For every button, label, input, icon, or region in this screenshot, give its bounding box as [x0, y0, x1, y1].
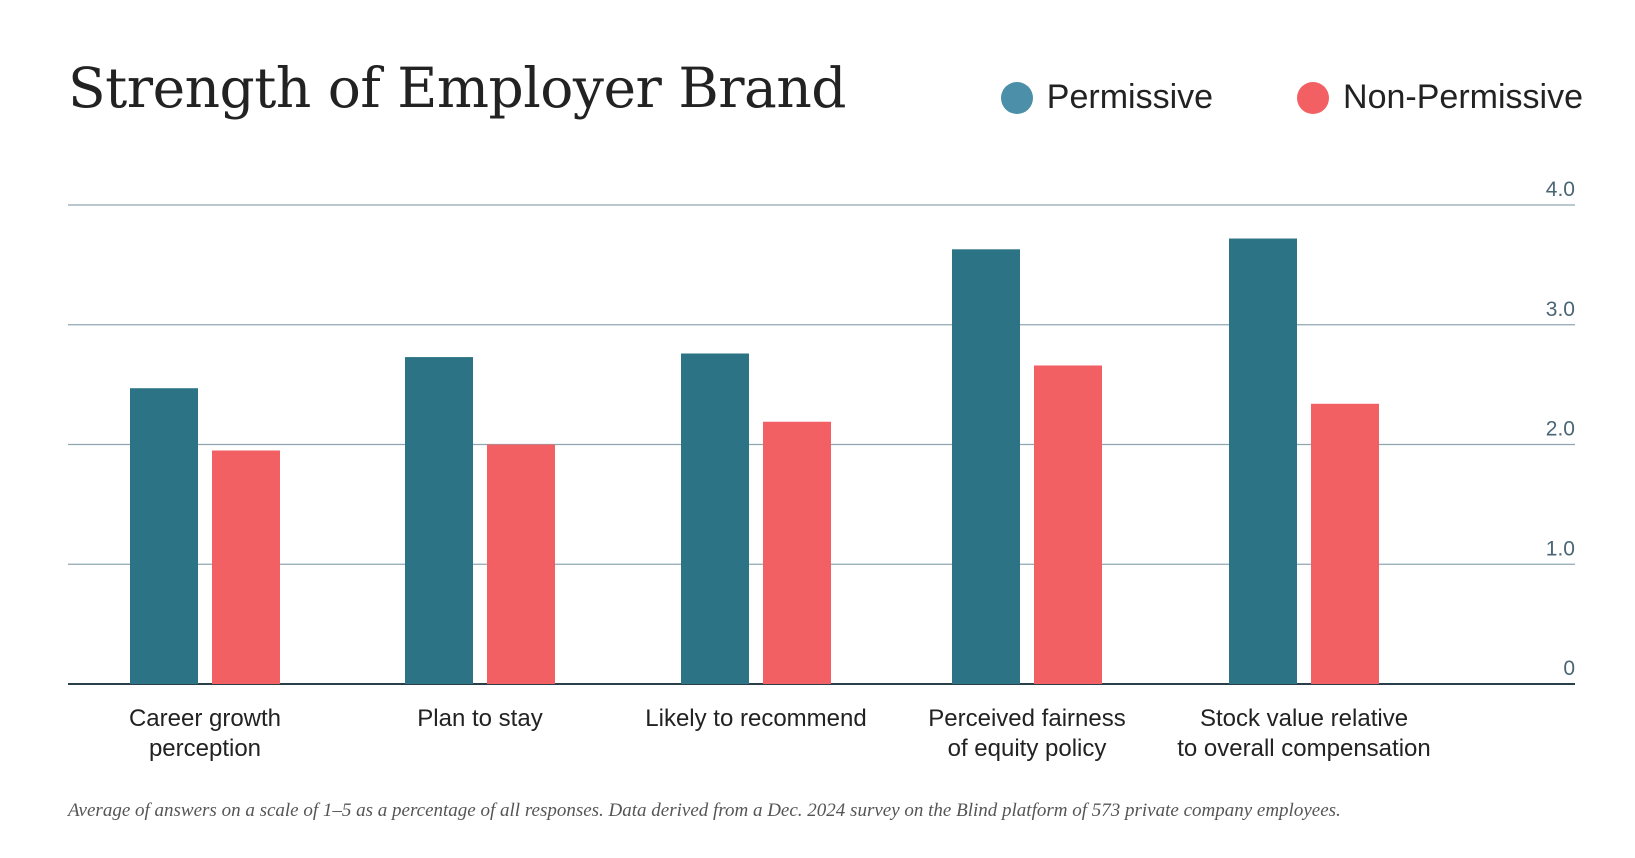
- bar-non-permissive: [1311, 403, 1379, 684]
- legend-swatch-permissive: [1000, 81, 1033, 114]
- x-category-label: Likely to recommend: [645, 705, 866, 732]
- chart-footnote: Average of answers on a scale of 1–5 as …: [68, 800, 1341, 821]
- x-category-label: Perceived fairness of equity policy: [928, 705, 1125, 762]
- bar-permissive: [681, 353, 749, 684]
- bar-permissive: [130, 388, 198, 684]
- chart-legend: Permissive Non-Permissive: [1000, 78, 1583, 117]
- y-tick-label: 1.0: [1546, 537, 1575, 560]
- legend-item-permissive: Permissive: [1000, 78, 1214, 117]
- x-category-label: Plan to stay: [417, 705, 542, 732]
- y-tick-label: 4.0: [1546, 178, 1575, 201]
- y-tick-label: 3.0: [1546, 298, 1575, 321]
- bar-permissive: [405, 357, 473, 684]
- legend-label-non-permissive: Non-Permissive: [1343, 78, 1583, 116]
- y-tick-label: 0: [1563, 657, 1575, 680]
- legend-label-permissive: Permissive: [1046, 78, 1214, 116]
- x-category-label: Career growth perception: [129, 705, 281, 762]
- chart-title: Strength of Employer Brand: [68, 56, 846, 120]
- bar-non-permissive: [1034, 365, 1102, 684]
- bar-permissive: [1229, 238, 1297, 684]
- bar-non-permissive: [763, 421, 831, 684]
- x-category-label: Stock value relative to overall compensat…: [1177, 705, 1430, 762]
- bar-non-permissive: [487, 444, 555, 684]
- bar-permissive: [952, 249, 1020, 684]
- bar-non-permissive: [212, 450, 280, 684]
- y-tick-label: 2.0: [1546, 418, 1575, 441]
- legend-item-non-permissive: Non-Permissive: [1297, 78, 1583, 117]
- legend-swatch-non-permissive: [1297, 81, 1330, 114]
